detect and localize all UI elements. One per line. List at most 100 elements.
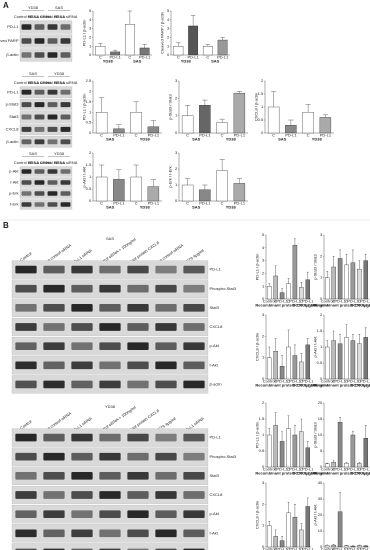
x-tick-label: C xyxy=(287,299,290,304)
band xyxy=(127,380,149,389)
band xyxy=(21,169,32,174)
x-tick-label: PD-L1 xyxy=(276,547,288,550)
bar xyxy=(299,287,304,300)
band xyxy=(99,284,121,293)
x-tick-label: PD-L1 xyxy=(113,201,125,206)
band xyxy=(21,38,32,44)
band xyxy=(34,52,45,58)
blot-strip xyxy=(19,86,73,98)
bar xyxy=(147,186,160,202)
band xyxy=(15,323,37,331)
x-tick-label: C xyxy=(128,55,131,60)
x-tick-label: C xyxy=(358,379,361,384)
bar xyxy=(305,344,311,380)
band xyxy=(183,529,205,538)
bar xyxy=(233,92,246,134)
blot-strip xyxy=(19,136,73,148)
band xyxy=(60,139,71,145)
y-axis-label: PD-L1 / β-actin xyxy=(82,20,87,47)
x-tick-label: PD-L1 xyxy=(302,547,314,550)
group-label: YD38 xyxy=(28,5,39,10)
band xyxy=(43,452,65,461)
group-label: Recombinant protein CXCL8 100ng/ml xyxy=(255,471,328,476)
y-tick-label: 2 xyxy=(262,270,265,275)
lane-label: PD-L1 siRNA xyxy=(28,80,52,85)
bar xyxy=(266,525,272,548)
x-tick-label: PD-L1 xyxy=(276,379,288,384)
y-tick-label: 2 xyxy=(262,501,265,506)
band xyxy=(99,380,121,389)
bar xyxy=(279,366,285,380)
y-tick-label: 3 xyxy=(89,26,92,31)
row-label: Cleaved PARP xyxy=(0,38,19,43)
band xyxy=(155,342,177,350)
y-axis-label: PD-L1 / β-actin xyxy=(255,254,260,281)
band xyxy=(183,323,205,331)
bar xyxy=(302,112,314,134)
x-tick-label: C xyxy=(358,299,361,304)
y-tick-label: 20 xyxy=(318,512,323,517)
group-label: SC79 4μg/ml xyxy=(293,471,317,476)
row-label: Phospho-Stat3 xyxy=(210,454,237,459)
bar xyxy=(266,286,272,300)
group-label: YD38 xyxy=(226,137,237,142)
y-tick-label: 2 xyxy=(320,312,323,317)
y-tick-label: 3 xyxy=(175,150,178,155)
y-tick-label: 20 xyxy=(318,400,323,405)
x-tick-label: C xyxy=(274,379,277,384)
y-tick-label: 0 xyxy=(175,198,178,203)
band xyxy=(21,202,32,207)
bar xyxy=(279,441,285,468)
band xyxy=(34,191,45,196)
group-label: YD38 xyxy=(140,205,151,210)
y-tick-label: 3 xyxy=(262,258,265,263)
band xyxy=(127,284,149,293)
x-tick-label: PD-L1 xyxy=(199,133,211,138)
band xyxy=(127,472,149,480)
y-tick-label: 3 xyxy=(320,232,323,237)
group-label: SAS xyxy=(192,137,201,142)
y-tick-label: 30 xyxy=(318,496,323,501)
y-tick-label: 2 xyxy=(175,166,178,171)
bar xyxy=(130,112,142,134)
x-tick-label: Control xyxy=(263,379,276,384)
lane-label: Control xyxy=(19,251,33,263)
y-tick-label: 15 xyxy=(318,416,323,421)
blot-strip xyxy=(19,188,73,199)
band xyxy=(155,433,177,442)
bar xyxy=(199,189,211,202)
y-tick-label: 4 xyxy=(89,17,92,22)
x-tick-label: C xyxy=(274,299,277,304)
band xyxy=(183,510,205,518)
y-axis-label: p-Stat3 / Stat3 xyxy=(168,93,173,119)
bar xyxy=(319,117,332,134)
bar xyxy=(181,115,194,134)
bar xyxy=(266,434,272,468)
band xyxy=(99,452,121,461)
bar xyxy=(363,438,369,468)
x-tick-label: C xyxy=(274,467,277,472)
band xyxy=(183,491,205,499)
y-axis-label: p-Stat3 / Stat3 xyxy=(313,253,318,279)
band xyxy=(15,380,37,389)
y-tick-label: 4 xyxy=(167,17,170,22)
bar xyxy=(363,337,369,380)
x-tick-label: PD-L1 xyxy=(347,299,359,304)
row-label: t-Akt xyxy=(210,362,219,367)
y-tick-label: 2 xyxy=(89,150,92,155)
group-label: YD38 xyxy=(54,71,65,76)
row-label: Stat3 xyxy=(9,114,19,119)
x-tick-label: PD-L1 xyxy=(139,55,151,60)
x-tick-label: C xyxy=(274,547,277,550)
blot-title: YD38 xyxy=(105,404,116,409)
band xyxy=(183,342,205,350)
band xyxy=(34,89,45,95)
y-tick-label: 0 xyxy=(262,296,265,301)
x-tick-label: C xyxy=(345,379,348,384)
band xyxy=(71,491,93,499)
band xyxy=(60,169,71,174)
band xyxy=(21,114,32,120)
bar xyxy=(273,351,278,380)
x-tick-label: PD-L1 xyxy=(320,133,332,138)
x-tick-label: Control xyxy=(263,547,276,550)
